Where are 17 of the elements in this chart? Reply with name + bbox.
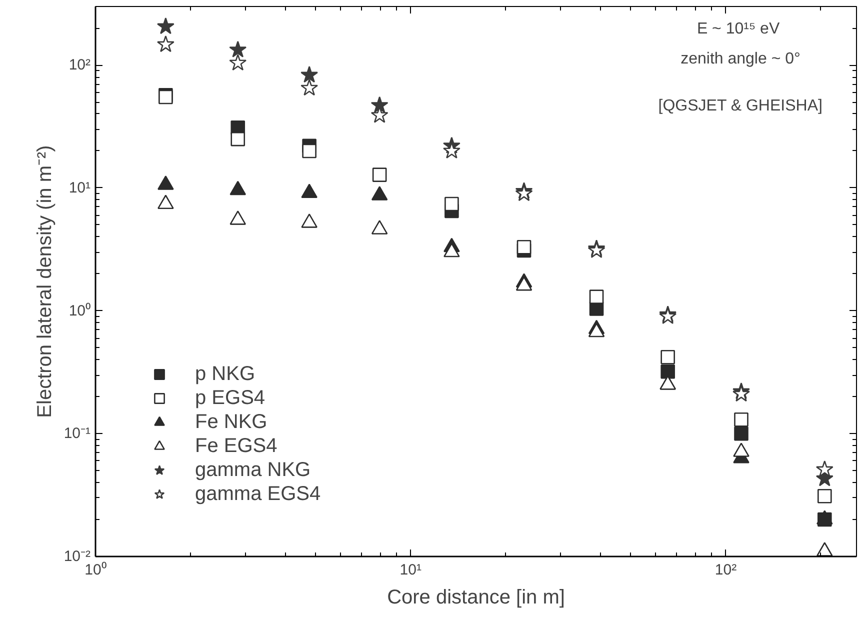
legend-label: gamma NKG <box>195 458 311 482</box>
y-tick-label: 10¹ <box>68 179 91 196</box>
legend-label: p NKG <box>195 362 256 386</box>
annotation: [QGSJET & GHEISHA] <box>658 98 822 114</box>
y-tick-label: 10⁻¹ <box>64 425 91 442</box>
legend-label: p EGS4 <box>195 386 266 410</box>
y-tick-label: 10⁰ <box>68 302 91 320</box>
y-axis-title: Electron lateral density (in m⁻²) <box>34 145 56 418</box>
y-tick-label: 10² <box>68 56 91 74</box>
x-tick-label: 10¹ <box>400 562 422 578</box>
annotation: zenith angle ~ 0° <box>680 50 800 68</box>
legend-label: Fe EGS4 <box>195 434 278 458</box>
legend-label: Fe NKG <box>195 410 268 434</box>
x-axis-title: Core distance [in m] <box>387 586 565 608</box>
annotation: E ~ 10¹⁵ eV <box>696 20 780 38</box>
legend-label: gamma EGS4 <box>195 482 321 506</box>
x-tick-label: 10² <box>714 562 737 578</box>
